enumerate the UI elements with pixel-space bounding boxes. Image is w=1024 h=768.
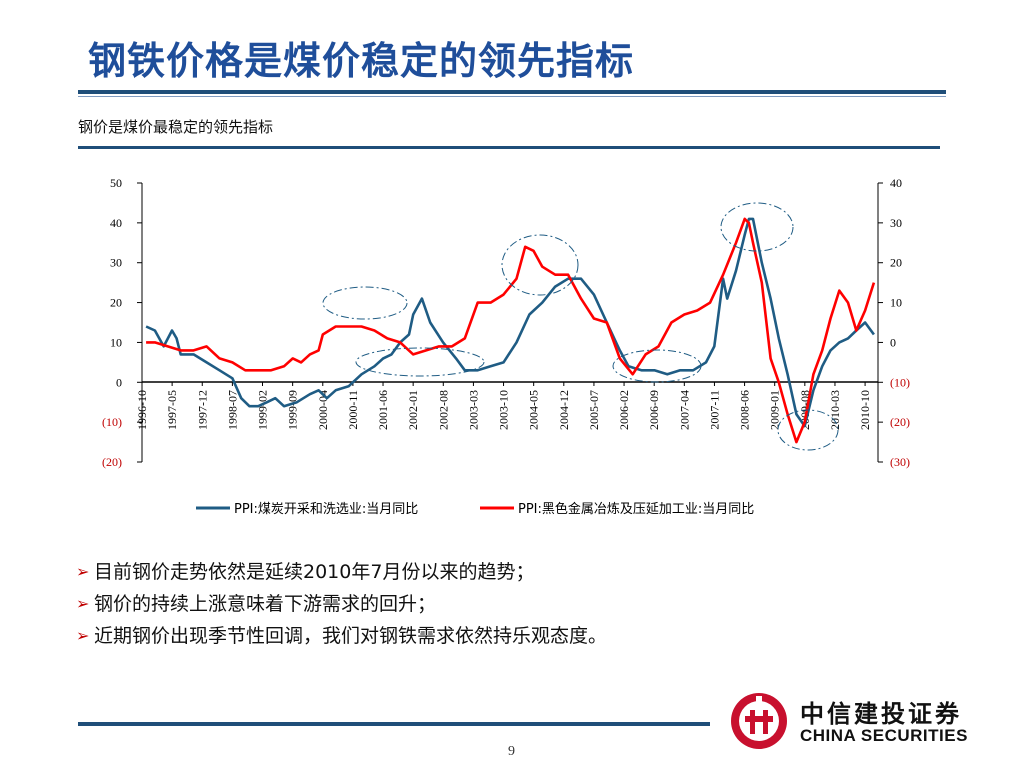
- y-right-tick-label: (10): [890, 375, 910, 389]
- citic-logo-icon: [731, 693, 787, 749]
- x-tick-label: 2006-02: [617, 390, 631, 430]
- x-tick-label: 1997-12: [195, 390, 209, 430]
- bullet-item: ➢ 近期钢价出现季节性回调，我们对钢铁需求依然持乐观态度。: [76, 620, 607, 652]
- bullet-text: 近期钢价出现季节性回调，我们对钢铁需求依然持乐观态度。: [94, 625, 608, 647]
- x-tick-label: 2007-04: [677, 390, 691, 430]
- logo-name-en: CHINA SECURITIES: [800, 726, 968, 745]
- y-right-tick-label: 0: [890, 335, 896, 349]
- title-divider: [78, 90, 946, 94]
- y-left-tick-label: 0: [116, 375, 122, 389]
- x-tick-label: 2007-11: [707, 390, 721, 430]
- x-tick-label: 2009-01: [768, 390, 782, 430]
- x-tick-label: 2006-09: [647, 390, 661, 430]
- series-line-steel: [146, 217, 876, 444]
- y-right-tick-label: 20: [890, 256, 902, 270]
- highlight-ellipse: [777, 409, 839, 451]
- footer-divider: [78, 722, 710, 726]
- x-tick-label: 2002-08: [436, 390, 450, 430]
- x-tick-label: 1996-10: [135, 390, 149, 430]
- y-right-tick-label: 40: [890, 176, 902, 190]
- y-right-tick-label: (30): [890, 455, 910, 469]
- x-tick-label: 2004-12: [557, 390, 571, 430]
- highlight-ellipse: [322, 286, 408, 320]
- y-left-tick-label: 20: [110, 296, 122, 310]
- y-left-tick-label: 30: [110, 256, 122, 270]
- legend-label-coal: PPI:煤炭开采和洗选业:当月同比: [234, 502, 418, 517]
- x-tick-label: 2004-05: [527, 390, 541, 430]
- bullet-item: ➢ 钢价的持续上涨意味着下游需求的回升；: [76, 588, 607, 620]
- x-tick-label: 2003-03: [466, 390, 480, 430]
- title-divider-thin: [78, 96, 946, 97]
- x-tick-label: 2005-07: [587, 390, 601, 430]
- bullet-text: 目前钢价走势依然是延续2010年7月份以来的趋势；: [94, 561, 535, 583]
- x-tick-label: 2000-04: [316, 390, 330, 430]
- chart-title: 钢价是煤价最稳定的领先指标: [78, 118, 274, 136]
- y-right-tick-label: 30: [890, 216, 902, 230]
- bullet-list: ➢ 目前钢价走势依然是延续2010年7月份以来的趋势； ➢ 钢价的持续上涨意味着…: [76, 556, 607, 652]
- highlight-ellipse: [720, 202, 794, 252]
- page-number: 9: [508, 744, 515, 759]
- x-tick-label: 2001-06: [376, 390, 390, 430]
- arrow-bullet-icon: ➢: [76, 562, 90, 581]
- arrow-bullet-icon: ➢: [76, 626, 90, 645]
- x-tick-label: 2003-10: [497, 390, 511, 430]
- highlight-ellipse: [612, 349, 702, 383]
- x-tick-label: 2010-03: [828, 390, 842, 430]
- y-left-tick-label: 40: [110, 216, 122, 230]
- y-left-tick-label: (10): [102, 415, 122, 429]
- chart-title-divider: [78, 146, 940, 149]
- bullet-item: ➢ 目前钢价走势依然是延续2010年7月份以来的趋势；: [76, 556, 607, 588]
- y-left-tick-label: 50: [110, 176, 122, 190]
- y-right-tick-label: 10: [890, 296, 902, 310]
- arrow-bullet-icon: ➢: [76, 594, 90, 613]
- x-tick-label: 2008-06: [738, 390, 752, 430]
- logo-name-zh: 中信建投证券: [800, 700, 962, 728]
- x-tick-label: 1999-02: [256, 390, 270, 430]
- y-left-tick-label: 10: [110, 335, 122, 349]
- x-tick-label: 2000-11: [346, 390, 360, 430]
- bullet-text: 钢价的持续上涨意味着下游需求的回升；: [94, 593, 437, 615]
- x-tick-label: 1997-05: [165, 390, 179, 430]
- y-right-tick-label: (20): [890, 415, 910, 429]
- highlight-ellipse: [501, 234, 579, 296]
- x-tick-label: 2002-01: [406, 390, 420, 430]
- y-left-tick-label: (20): [102, 455, 122, 469]
- page-title: 钢铁价格是煤价稳定的领先指标: [88, 39, 635, 83]
- x-tick-label: 1999-09: [286, 390, 300, 430]
- x-tick-label: 1998-07: [225, 390, 239, 430]
- company-logo: 中信建投证券 CHINA SECURITIES: [728, 688, 968, 758]
- legend-label-steel: PPI:黑色金属冶炼及压延加工业:当月同比: [518, 501, 754, 517]
- x-tick-label: 2010-10: [858, 390, 872, 430]
- line-chart: 50 40 30 20 10 0 (10) (20) 40 30 20 10 0 (10) (20) (30)…: [102, 176, 910, 517]
- highlight-ellipse: [355, 347, 485, 377]
- series-line-coal: [145, 217, 875, 428]
